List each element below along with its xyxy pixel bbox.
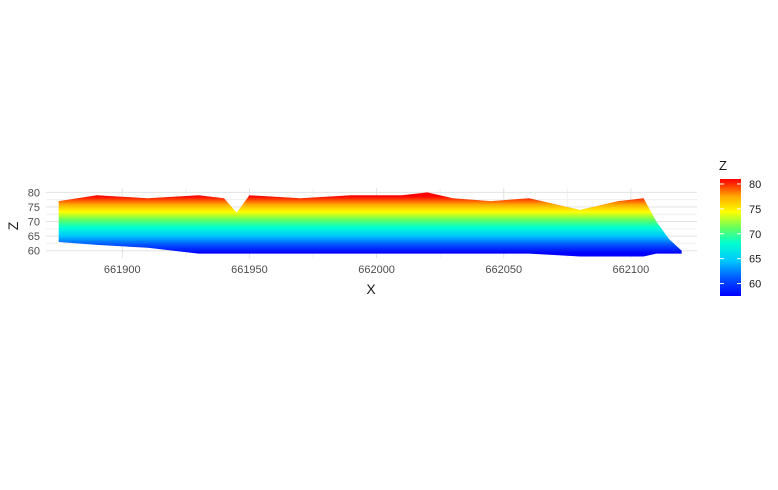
legend-colorbar: [720, 179, 741, 296]
legend-ticks: 60 65 70 75 80: [720, 179, 761, 291]
x-axis-title: X: [366, 281, 376, 297]
y-tick-label: 75: [28, 202, 40, 214]
x-tick-label: 662050: [485, 264, 522, 276]
legend-tick-label: 70: [749, 229, 761, 241]
legend-tick-label: 80: [749, 179, 761, 191]
x-tick-label: 661900: [104, 264, 141, 276]
y-tick-label: 70: [28, 217, 40, 229]
point-cloud-layer: [58, 192, 682, 257]
legend-tick-label: 60: [749, 279, 761, 291]
x-tick-labels: 661900 661950 662000 662050 662100: [104, 264, 649, 276]
point-cloud-profile: [58, 192, 682, 257]
x-tick-label: 661950: [231, 264, 268, 276]
y-tick-label: 60: [28, 246, 40, 258]
legend-tick-label: 75: [749, 204, 761, 216]
y-tick-label: 65: [28, 231, 40, 243]
x-tick-label: 662000: [358, 264, 395, 276]
legend-title: Z: [719, 158, 727, 173]
x-tick-label: 662100: [613, 264, 650, 276]
y-tick-label: 80: [28, 187, 40, 199]
y-tick-labels: 60 65 70 75 80: [28, 187, 40, 257]
color-legend: Z 60 65 70 75 80: [719, 158, 761, 296]
legend-tick-label: 65: [749, 254, 761, 266]
y-axis-title: Z: [5, 221, 21, 230]
